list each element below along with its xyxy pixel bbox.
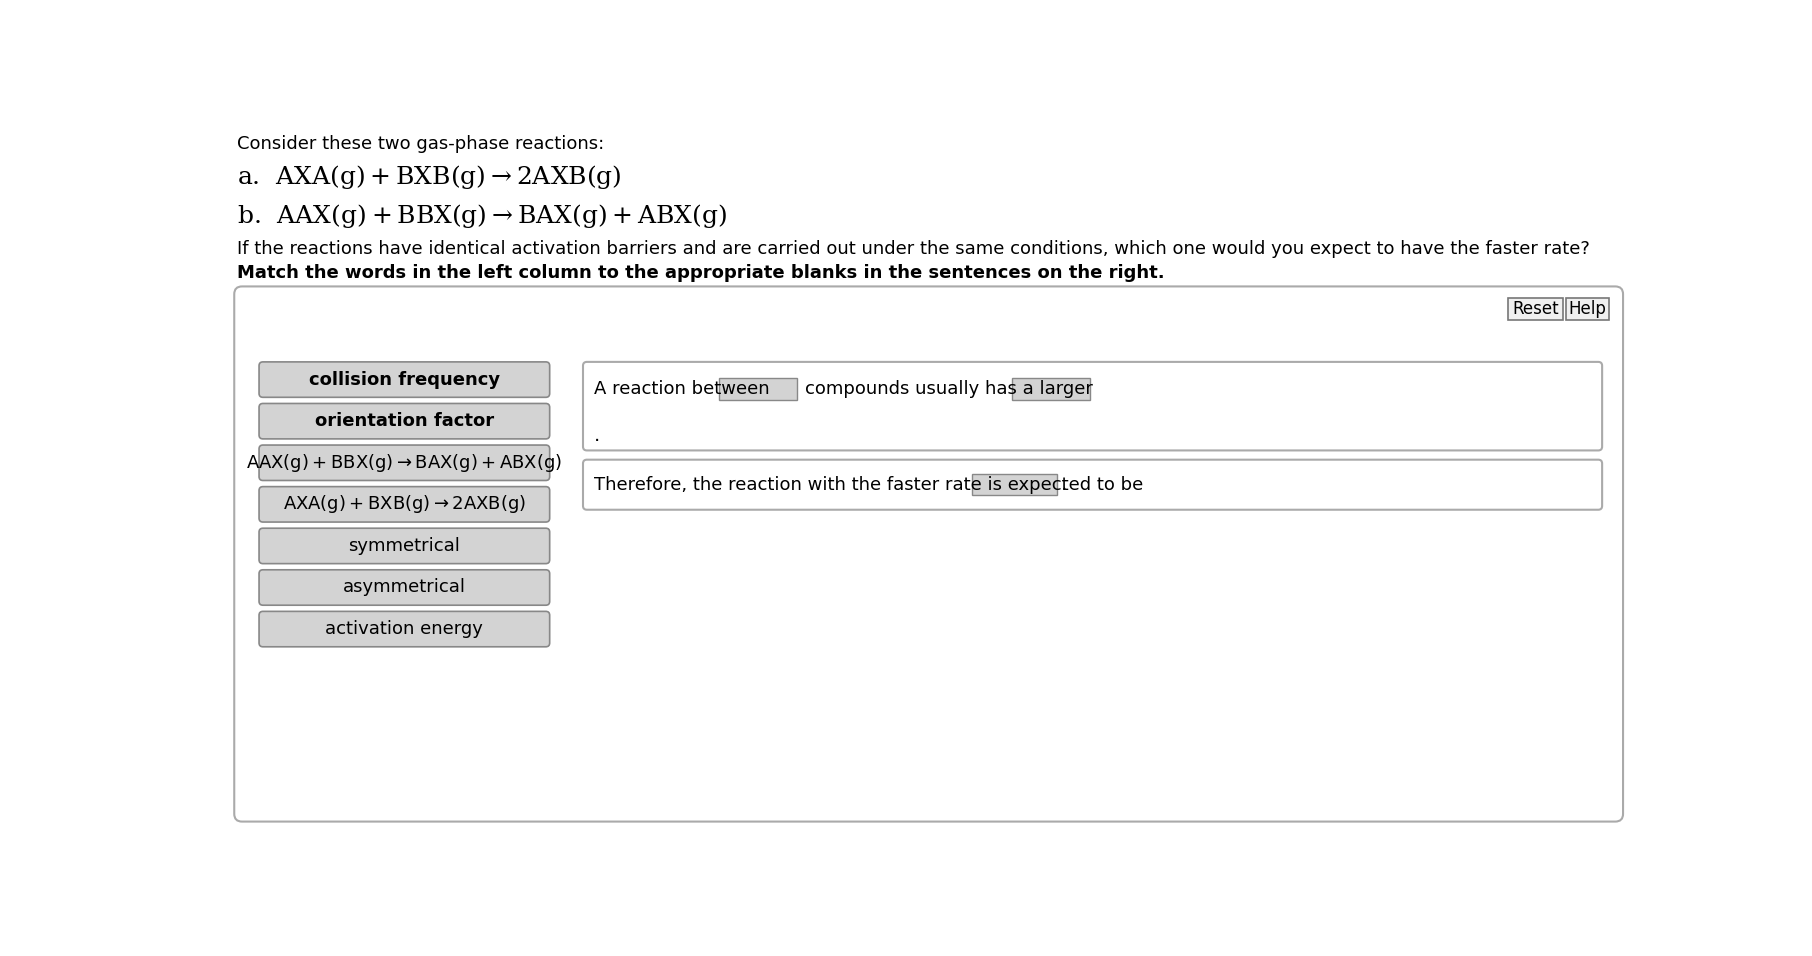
FancyBboxPatch shape: [259, 445, 549, 481]
FancyBboxPatch shape: [259, 529, 549, 564]
Text: asymmetrical: asymmetrical: [342, 578, 466, 597]
Text: orientation factor: orientation factor: [315, 412, 495, 430]
Bar: [1567, 298, 1609, 319]
Text: Help: Help: [1569, 300, 1607, 317]
Text: Match the words in the left column to the appropriate blanks in the sentences on: Match the words in the left column to th…: [237, 264, 1165, 282]
FancyBboxPatch shape: [234, 287, 1624, 821]
FancyBboxPatch shape: [583, 460, 1602, 510]
Text: activation energy: activation energy: [326, 620, 484, 638]
FancyBboxPatch shape: [259, 362, 549, 398]
Text: A reaction between: A reaction between: [594, 380, 770, 398]
Bar: [1013, 378, 1089, 400]
FancyBboxPatch shape: [259, 570, 549, 605]
Text: Reset: Reset: [1513, 300, 1558, 317]
Bar: [1508, 298, 1564, 319]
Text: .: .: [594, 425, 600, 445]
Text: Therefore, the reaction with the faster rate is expected to be: Therefore, the reaction with the faster …: [594, 476, 1143, 493]
Text: collision frequency: collision frequency: [308, 371, 500, 388]
Text: If the reactions have identical activation barriers and are carried out under th: If the reactions have identical activati…: [237, 240, 1591, 258]
Text: symmetrical: symmetrical: [348, 537, 460, 554]
FancyBboxPatch shape: [259, 487, 549, 522]
FancyBboxPatch shape: [583, 362, 1602, 450]
Text: .: .: [1062, 475, 1067, 494]
Bar: [971, 474, 1056, 495]
Text: Consider these two gas-phase reactions:: Consider these two gas-phase reactions:: [237, 135, 605, 153]
Text: a.  $\mathdefault{AXA(g) + BXB(g) \rightarrow 2AXB(g)}$: a. $\mathdefault{AXA(g) + BXB(g) \righta…: [237, 163, 622, 191]
Text: $\mathdefault{AXA(g) + BXB(g) \rightarrow  2AXB(g)}$: $\mathdefault{AXA(g) + BXB(g) \rightarro…: [283, 493, 525, 515]
FancyBboxPatch shape: [259, 612, 549, 647]
Bar: [719, 378, 797, 400]
FancyBboxPatch shape: [259, 403, 549, 439]
Text: b.  $\mathdefault{AAX(g) + BBX(g) \rightarrow BAX(g) + ABX(g)}$: b. $\mathdefault{AAX(g) + BBX(g) \righta…: [237, 202, 727, 229]
Text: compounds usually has a larger: compounds usually has a larger: [805, 380, 1093, 398]
Text: $\mathdefault{AAX(g) + BBX(g) \rightarrow  BAX(g) + ABX(g)}$: $\mathdefault{AAX(g) + BBX(g) \rightarro…: [246, 452, 562, 474]
